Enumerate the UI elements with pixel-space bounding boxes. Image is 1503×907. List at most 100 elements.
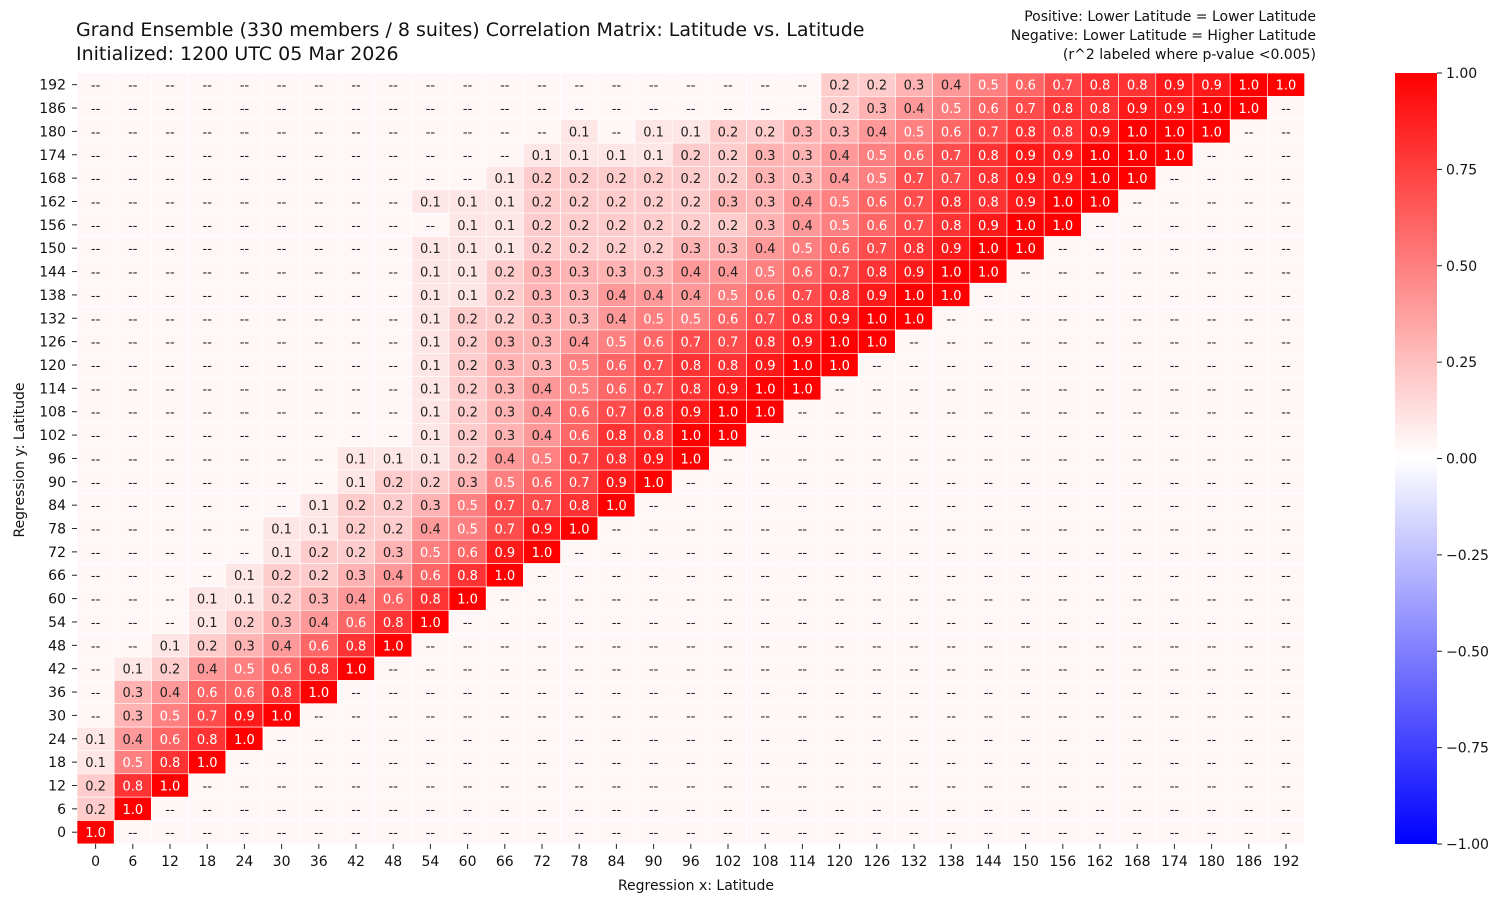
- cell-label: 0.1: [420, 336, 441, 351]
- cell-label: --: [463, 733, 473, 748]
- cell-label: --: [872, 523, 882, 538]
- cell-label: 0.2: [457, 452, 478, 467]
- cell-label: 1.0: [606, 499, 627, 514]
- cell-label: --: [351, 79, 361, 94]
- cell-label: 0.2: [457, 359, 478, 374]
- cell-label: --: [612, 779, 622, 794]
- cell-label: 0.3: [792, 149, 813, 164]
- cell-label: --: [1281, 569, 1291, 584]
- cell-label: 1.0: [1164, 125, 1185, 140]
- cell-label: --: [1207, 195, 1217, 210]
- cell-label: --: [91, 452, 101, 467]
- cell-label: --: [426, 663, 436, 678]
- cell-label: --: [984, 452, 994, 467]
- cell-label: --: [1281, 452, 1291, 467]
- cell-label: --: [1058, 382, 1068, 397]
- y-tick-label: 114: [39, 381, 66, 397]
- cell-label: 0.6: [792, 266, 813, 281]
- cell-label: --: [984, 593, 994, 608]
- colorbar-tick-label: 1.00: [1446, 66, 1477, 82]
- cell-label: --: [165, 172, 175, 187]
- cell-label: 0.2: [532, 195, 553, 210]
- cell-label: --: [351, 733, 361, 748]
- cell-label: --: [686, 616, 696, 631]
- cell-label: --: [1244, 429, 1254, 444]
- cell-label: 0.9: [792, 336, 813, 351]
- cell-label: 1.0: [904, 312, 925, 327]
- cell-label: --: [1170, 359, 1180, 374]
- cell-label: 0.8: [1052, 125, 1073, 140]
- cell-label: 1.0: [1238, 79, 1259, 94]
- cell-label: 0.1: [420, 242, 441, 257]
- cell-label: --: [1281, 663, 1291, 678]
- cell-label: 0.1: [308, 499, 329, 514]
- cell-label: --: [575, 756, 585, 771]
- colorbar-tick-label: 0.75: [1446, 162, 1477, 178]
- cell-label: --: [1281, 406, 1291, 421]
- cell-label: --: [128, 616, 138, 631]
- cell-label: --: [389, 149, 399, 164]
- cell-label: 1.0: [569, 523, 590, 538]
- cell-label: --: [91, 102, 101, 117]
- cell-label: --: [575, 102, 585, 117]
- cell-label: --: [1207, 266, 1217, 281]
- cell-label: --: [909, 476, 919, 491]
- cell-label: 0.8: [755, 336, 776, 351]
- cell-label: 0.1: [420, 266, 441, 281]
- cell-label: --: [426, 219, 436, 234]
- cell-label: --: [1207, 172, 1217, 187]
- cell-label: 0.3: [718, 242, 739, 257]
- cell-label: 0.1: [457, 195, 478, 210]
- cell-label: --: [1058, 312, 1068, 327]
- cell-label: --: [1207, 382, 1217, 397]
- x-tick-label: 90: [645, 854, 663, 870]
- cell-label: --: [1021, 336, 1031, 351]
- cell-label: --: [1133, 336, 1143, 351]
- cell-label: --: [798, 569, 808, 584]
- cell-label: 0.2: [234, 616, 255, 631]
- cell-label: --: [277, 266, 287, 281]
- cell-label: --: [203, 195, 213, 210]
- cell-label: --: [1207, 149, 1217, 164]
- cell-label: 0.1: [234, 593, 255, 608]
- cell-label: --: [203, 499, 213, 514]
- cell-label: 0.1: [643, 125, 664, 140]
- cell-label: --: [500, 756, 510, 771]
- cell-label: --: [909, 569, 919, 584]
- cell-label: --: [91, 429, 101, 444]
- cell-label: --: [500, 125, 510, 140]
- cell-label: --: [1058, 336, 1068, 351]
- cell-label: 0.6: [383, 593, 404, 608]
- cell-label: 0.2: [643, 172, 664, 187]
- colorbar: [1395, 73, 1437, 844]
- cell-label: --: [947, 639, 957, 654]
- cell-label: --: [203, 382, 213, 397]
- cell-label: --: [277, 382, 287, 397]
- cell-label: --: [165, 289, 175, 304]
- cell-label: --: [835, 429, 845, 444]
- cell-label: --: [1170, 382, 1180, 397]
- cell-label: --: [351, 125, 361, 140]
- y-tick-label: 54: [48, 615, 66, 631]
- x-tick-label: 138: [938, 854, 965, 870]
- cell-label: --: [389, 663, 399, 678]
- cell-label: 0.6: [606, 359, 627, 374]
- cell-label: 0.8: [941, 195, 962, 210]
- cell-label: --: [1058, 593, 1068, 608]
- cell-label: --: [947, 569, 957, 584]
- cell-label: --: [537, 686, 547, 701]
- cell-label: --: [575, 569, 585, 584]
- cell-label: 0.8: [978, 149, 999, 164]
- cell-label: --: [1244, 803, 1254, 818]
- cell-label: --: [1021, 289, 1031, 304]
- cell-label: --: [165, 336, 175, 351]
- cell-label: --: [537, 709, 547, 724]
- cell-label: --: [649, 686, 659, 701]
- cell-label: --: [947, 336, 957, 351]
- cell-label: 0.2: [829, 102, 850, 117]
- cell-label: 0.2: [532, 172, 553, 187]
- cell-label: --: [1244, 406, 1254, 421]
- cell-label: 0.2: [532, 219, 553, 234]
- cell-label: --: [909, 336, 919, 351]
- cell-label: 0.8: [643, 406, 664, 421]
